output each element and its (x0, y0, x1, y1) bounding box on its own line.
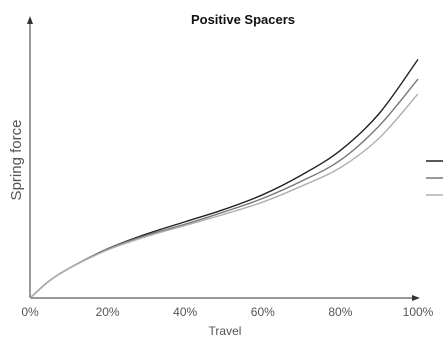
series-line-2 (29, 78, 419, 299)
series-line-3 (29, 93, 419, 299)
x-axis-label: Travel (209, 324, 242, 337)
y-axis-arrow (27, 16, 33, 24)
legend (426, 160, 443, 196)
x-tick-labels: 0% 20% 40% 60% 80% 100% (21, 305, 433, 319)
axes (27, 16, 420, 301)
series-line-1 (29, 58, 419, 299)
x-tick-label: 40% (173, 305, 197, 319)
y-axis-label: Spring force (8, 120, 25, 201)
x-tick-label: 80% (328, 305, 352, 319)
chart-title: Positive Spacers (191, 12, 295, 27)
x-axis-arrow (412, 295, 420, 301)
x-tick-label: 100% (403, 305, 434, 319)
x-tick-label: 0% (21, 305, 39, 319)
series-layer (29, 58, 419, 299)
x-tick-label: 20% (96, 305, 120, 319)
x-tick-label: 60% (251, 305, 275, 319)
